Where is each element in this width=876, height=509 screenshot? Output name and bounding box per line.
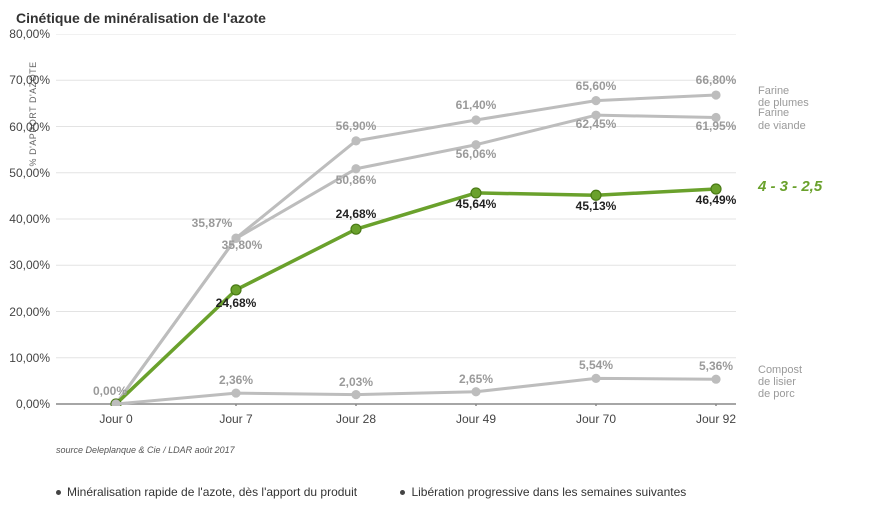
bullet-icon — [400, 490, 405, 495]
legend-label: Minéralisation rapide de l'azote, dès l'… — [67, 485, 357, 499]
series-end-label: 4 - 3 - 2,5 — [758, 179, 822, 196]
y-tick-label: 0,00% — [16, 397, 56, 411]
x-tick-label: Jour 92 — [696, 404, 736, 426]
data-label: 2,65% — [459, 372, 493, 386]
series-end-label: Farinede viande — [758, 107, 806, 131]
legend: Minéralisation rapide de l'azote, dès l'… — [56, 485, 726, 499]
series-end-label: Farinede plumes — [758, 85, 809, 109]
data-label: 24,68% — [336, 207, 377, 221]
series-end-label: Compostde lisierde porc — [758, 364, 802, 400]
source-text: source Deleplanque & Cie / LDAR août 201… — [56, 445, 235, 455]
x-tick-label: Jour 49 — [456, 404, 496, 426]
y-tick-label: 20,00% — [9, 305, 56, 319]
plot-area: % D'APPORT D'AZOTE 0,00%10,00%20,00%30,0… — [56, 34, 816, 404]
data-label: 56,90% — [336, 119, 377, 133]
data-label: 35,87% — [192, 216, 233, 230]
x-tick-label: Jour 28 — [336, 404, 376, 426]
data-label: 61,95% — [696, 119, 737, 133]
y-tick-label: 40,00% — [9, 212, 56, 226]
data-label: 24,68% — [216, 296, 257, 310]
data-label: 45,13% — [576, 199, 617, 213]
x-tick-label: Jour 0 — [99, 404, 132, 426]
data-label: 46,49% — [696, 193, 737, 207]
data-label: 62,45% — [576, 117, 617, 131]
chart-svg — [56, 34, 836, 406]
data-label: 5,36% — [699, 359, 733, 373]
bullet-icon — [56, 490, 61, 495]
y-tick-label: 80,00% — [9, 27, 56, 41]
data-label: 5,54% — [579, 358, 613, 372]
x-tick-label: Jour 7 — [219, 404, 252, 426]
y-tick-label: 70,00% — [9, 73, 56, 87]
data-label: 66,80% — [696, 73, 737, 87]
y-tick-label: 10,00% — [9, 351, 56, 365]
legend-item: Minéralisation rapide de l'azote, dès l'… — [56, 485, 357, 499]
legend-label: Libération progressive dans les semaines… — [411, 485, 686, 499]
data-label: 50,86% — [336, 173, 377, 187]
y-tick-label: 60,00% — [9, 120, 56, 134]
legend-item: Libération progressive dans les semaines… — [400, 485, 686, 499]
data-label: 65,60% — [576, 79, 617, 93]
x-tick-label: Jour 70 — [576, 404, 616, 426]
data-label: 0,00% — [93, 384, 127, 398]
data-label: 56,06% — [456, 147, 497, 161]
chart-container: Cinétique de minéralisation de l'azote %… — [0, 0, 876, 509]
data-label: 2,36% — [219, 373, 253, 387]
data-label: 2,03% — [339, 375, 373, 389]
chart-title: Cinétique de minéralisation de l'azote — [16, 10, 860, 26]
y-tick-label: 50,00% — [9, 166, 56, 180]
data-label: 61,40% — [456, 98, 497, 112]
data-label: 35,80% — [222, 238, 263, 252]
y-tick-label: 30,00% — [9, 258, 56, 272]
data-label: 45,64% — [456, 197, 497, 211]
